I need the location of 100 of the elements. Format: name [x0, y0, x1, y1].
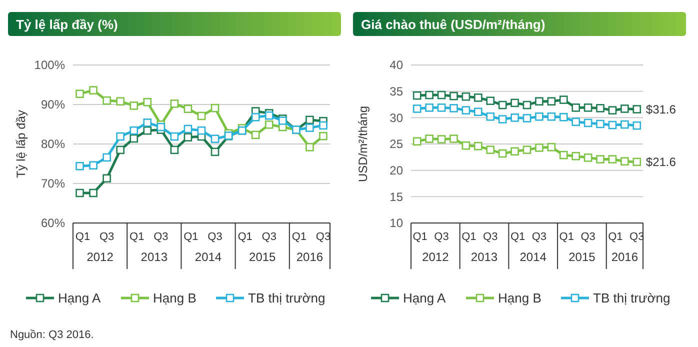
point — [462, 106, 470, 114]
point — [130, 102, 138, 110]
x-tick-label: Q1 — [292, 231, 307, 243]
point — [498, 115, 507, 124]
point — [425, 104, 434, 112]
point — [620, 157, 629, 166]
x-tick-label: Q3 — [532, 231, 547, 243]
x-tick-label: Q3 — [262, 231, 276, 243]
point — [130, 134, 138, 143]
point — [596, 120, 604, 128]
point — [170, 100, 179, 108]
point — [116, 146, 124, 154]
x-tick-label: Q1 — [130, 231, 144, 243]
point — [76, 90, 84, 98]
chart-title: Tỷ lệ lấp đầy (%) — [16, 17, 118, 32]
point — [474, 142, 482, 150]
point — [572, 118, 580, 126]
point — [522, 114, 532, 122]
x-tick-label: Q1 — [412, 231, 428, 243]
y-tick-label: 20 — [390, 164, 404, 178]
point — [608, 155, 617, 164]
y-tick-label: 30 — [390, 110, 404, 125]
y-tick-label: 80% — [40, 137, 66, 152]
point — [264, 111, 274, 120]
point — [474, 108, 482, 116]
text: 2016 — [296, 250, 324, 264]
point — [608, 120, 617, 130]
x-tick-label: Q3 — [154, 231, 168, 243]
legend-label: Hạng B — [153, 290, 196, 306]
point — [102, 153, 111, 162]
x-tick-label: Q3 — [434, 231, 449, 243]
point — [450, 134, 458, 143]
point — [184, 133, 192, 142]
point — [437, 104, 446, 112]
point — [319, 121, 328, 130]
point — [547, 143, 556, 152]
y-tick-label: 90% — [40, 98, 66, 112]
point — [450, 104, 458, 112]
point — [319, 132, 328, 140]
point — [412, 91, 422, 100]
legend-label: TB thị trường — [593, 290, 670, 306]
point — [559, 150, 568, 160]
point — [572, 152, 580, 160]
point — [547, 97, 556, 106]
point — [559, 112, 568, 122]
point — [170, 146, 179, 154]
point — [412, 104, 422, 113]
point — [632, 105, 642, 114]
text: Nguồn: Q3 2016. — [10, 329, 94, 341]
y-tick-label: 100% — [34, 58, 66, 72]
text: 2015 — [568, 250, 596, 264]
point — [264, 120, 274, 129]
point — [510, 147, 519, 156]
point — [251, 112, 260, 122]
point — [89, 161, 98, 170]
point — [498, 100, 507, 110]
y-tick-label: 60% — [40, 216, 66, 230]
point — [170, 132, 179, 141]
legend-label: TB thị trường — [248, 290, 326, 306]
point — [89, 86, 98, 94]
point — [143, 98, 152, 106]
point — [632, 121, 642, 130]
point — [486, 96, 495, 105]
point — [486, 146, 495, 154]
point — [425, 134, 434, 143]
point — [306, 143, 314, 152]
text: 2012 — [86, 250, 114, 264]
point — [306, 124, 314, 132]
point — [197, 126, 206, 135]
text: 2013 — [140, 250, 168, 264]
text: 2012 — [422, 250, 450, 264]
x-tick-label: Q1 — [184, 231, 198, 243]
point — [76, 162, 84, 170]
point — [156, 122, 166, 132]
point — [608, 106, 617, 114]
point — [102, 96, 111, 105]
point — [130, 126, 138, 135]
text: $31.6 — [646, 102, 676, 116]
point — [535, 144, 544, 152]
x-tick-label: Q3 — [99, 231, 114, 243]
point — [116, 97, 124, 106]
legend-label: Hạng A — [403, 290, 446, 306]
x-tick-label: Q1 — [238, 231, 252, 243]
y-axis-title: Tỷ lệ lấp đầy — [14, 110, 28, 178]
y-tick-label: 40 — [390, 58, 404, 72]
legend-label: Hạng A — [58, 290, 101, 306]
point — [450, 92, 458, 100]
point — [584, 118, 592, 128]
y-tick-label: 10 — [390, 216, 404, 230]
point — [486, 112, 495, 121]
y-axis-title: USD/m²/tháng — [356, 106, 370, 182]
x-tick-label: Q1 — [559, 231, 574, 243]
x-tick-label: Q3 — [316, 231, 331, 243]
text: 2013 — [470, 250, 498, 264]
text: 2016 — [611, 250, 638, 264]
point — [584, 104, 592, 112]
text: 2014 — [194, 250, 222, 264]
point — [547, 112, 556, 121]
point — [184, 124, 192, 134]
x-tick-label: Q3 — [483, 231, 498, 243]
